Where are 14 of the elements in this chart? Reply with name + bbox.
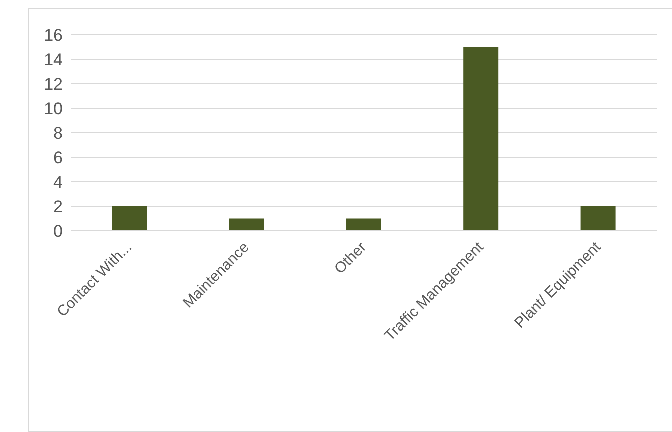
bar [346, 218, 382, 231]
y-tick-label: 4 [54, 173, 63, 192]
y-tick-label: 6 [54, 148, 63, 168]
y-tick-label: 16 [44, 26, 63, 46]
y-tick-label: 2 [54, 198, 63, 217]
bar [112, 206, 147, 231]
bar [580, 206, 616, 231]
bar [464, 47, 499, 231]
bar [229, 218, 264, 231]
y-tick-label: 14 [44, 50, 63, 70]
y-tick-label: 8 [54, 124, 63, 144]
y-tick-label: 10 [44, 100, 63, 119]
y-tick-label: 0 [54, 222, 63, 242]
y-tick-label: 12 [44, 75, 63, 94]
